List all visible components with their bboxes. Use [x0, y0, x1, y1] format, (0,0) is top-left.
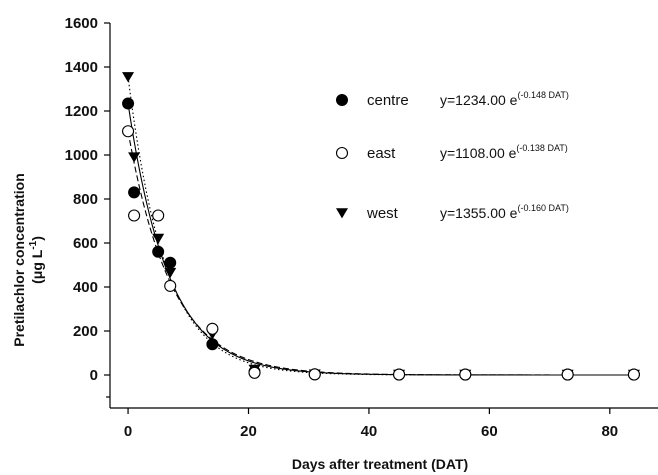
y-tick-label: 600: [73, 235, 98, 252]
point-west: [152, 233, 165, 244]
y-tick-label: 1000: [65, 147, 98, 164]
y-tick-label: 200: [73, 323, 98, 340]
point-west: [122, 72, 135, 83]
point-centre: [122, 97, 135, 110]
legend-marker-west: [336, 208, 348, 219]
point-east: [393, 368, 406, 381]
point-west: [164, 267, 177, 279]
fit-curve-east: [127, 131, 634, 376]
legend-label-centre: centre: [367, 92, 409, 109]
data-points: [122, 72, 640, 381]
y-unit-sup: -1: [28, 240, 39, 249]
equation-west: y=1355.00 e(-0.160 DAT): [440, 203, 569, 221]
fit-curve-west: [127, 76, 634, 376]
x-tick-label: 0: [124, 423, 132, 440]
point-centre: [152, 245, 165, 258]
point-east: [128, 209, 141, 222]
point-east: [122, 125, 135, 138]
point-east: [164, 279, 177, 292]
point-east: [308, 368, 321, 381]
point-centre: [206, 338, 219, 351]
legend-marker-east: [335, 146, 349, 160]
equation-east: y=1108.00 e(-0.138 DAT): [440, 143, 568, 161]
point-centre: [128, 186, 141, 199]
point-west: [128, 152, 141, 163]
equation-centre: y=1234.00 e(-0.148 DAT): [440, 90, 569, 108]
y-tick-label: 1600: [65, 15, 98, 32]
axes: 0 200 400 600 800 1000 1200 1400 1600 0 20 40 60 80: [65, 15, 658, 440]
legend-marker-centre: [336, 94, 348, 106]
point-east: [206, 322, 219, 335]
legend-label-east: east: [367, 145, 396, 162]
y-tick-label: 800: [73, 191, 98, 208]
y-axis-title-line1: Pretilachlor concentration: [11, 173, 27, 346]
y-tick-label: 1400: [65, 59, 98, 76]
x-tick-label: 80: [601, 423, 618, 440]
y-unit-base: (μg L: [29, 249, 45, 284]
point-east: [152, 209, 165, 222]
point-east: [459, 368, 472, 381]
y-tick-label: 0: [90, 367, 98, 384]
legend-label-west: west: [366, 205, 399, 222]
x-tick-label: 20: [240, 423, 257, 440]
point-east: [627, 368, 640, 381]
x-tick-label: 60: [481, 423, 498, 440]
y-unit-end: ): [29, 236, 45, 241]
y-axis-title-line2: (μg L-1): [28, 236, 45, 284]
point-east: [561, 368, 574, 381]
y-axis-title: Pretilachlor concentration (μg L-1): [11, 173, 45, 346]
fit-curves: [127, 76, 634, 376]
x-axis-title: Days after treatment (DAT): [292, 456, 468, 472]
point-centre: [164, 256, 177, 269]
legend: centre y=1234.00 e(-0.148 DAT) east y=1108.…: [335, 90, 569, 222]
y-tick-label: 1200: [65, 103, 98, 120]
x-tick-label: 40: [361, 423, 378, 440]
point-east: [248, 366, 261, 379]
y-tick-label: 400: [73, 279, 98, 296]
